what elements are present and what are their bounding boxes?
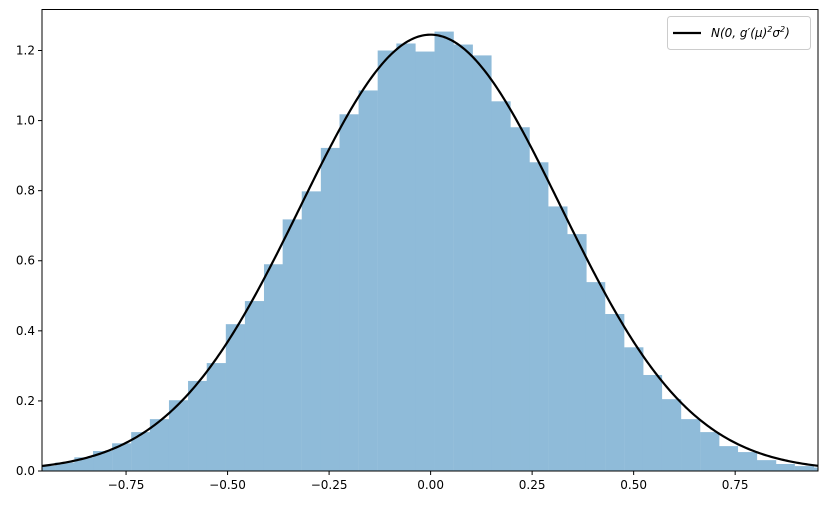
histogram-bar [529,162,549,471]
histogram-bar [396,43,416,471]
histogram-bar [718,446,739,471]
x-tick-label: 0.00 [417,478,444,492]
histogram-bar [434,31,454,472]
x-tick-label: 0.25 [519,478,546,492]
histogram-bar [282,219,302,471]
histogram-bar [642,374,663,471]
histogram-bar [55,462,75,471]
histogram-bar [358,90,378,471]
y-tick-label: 0.4 [16,324,35,338]
histogram-bar [491,101,511,471]
histogram-bar [453,44,473,472]
histogram-bar [206,363,226,471]
histogram-bar [510,127,530,471]
histogram-bars [42,31,819,472]
histogram-bar [661,399,682,471]
histogram-bar [624,347,644,471]
histogram-bar [377,50,397,471]
plot-frame [41,9,819,472]
x-tick-label: −0.75 [108,478,145,492]
histogram-bar [585,282,606,471]
histogram-bar [225,324,246,471]
histogram-bar [567,234,587,471]
histogram-bar [681,419,701,471]
y-axis: 0.0 0.2 0.4 0.6 0.8 1.0 1.2 [16,43,42,478]
x-tick-label: −0.50 [209,478,246,492]
y-tick-label: 0.2 [16,394,35,408]
legend: N(0, g′(μ)2σ2) [667,16,811,50]
density-curve [41,33,819,468]
y-tick-label: 0.0 [16,464,35,478]
histogram-bar [737,452,758,471]
y-tick-label: 0.8 [16,184,35,198]
histogram-bar [188,380,208,471]
y-tick-label: 0.6 [16,254,35,268]
histogram-bar [149,419,170,471]
x-tick-label: 0.50 [620,478,647,492]
histogram-bar [813,467,819,471]
x-tick-label: −0.25 [311,478,348,492]
histogram-bar [320,147,341,471]
histogram-bar [339,114,359,471]
histogram-bar [42,465,56,471]
histogram-bar [131,432,151,471]
x-axis: −0.75 −0.50 −0.25 0.00 0.25 0.50 0.75 [108,471,749,492]
histogram-bar [112,443,132,471]
histogram-bar [472,55,492,471]
histogram-bar [244,301,265,471]
histogram-bar [168,400,189,471]
histogram-bar [756,460,777,471]
histogram-bar [548,206,568,471]
histogram-bar [263,264,284,471]
legend-label: N(0, g′(μ)2σ2) [711,25,790,40]
histogram-bar [301,191,322,471]
histogram-bar [605,314,625,471]
histogram-bar [700,432,720,471]
histogram-bar [415,51,435,472]
histogram-bar [93,451,113,471]
legend-box [667,16,811,50]
histogram-bar [775,463,795,471]
histogram-bar [794,466,814,471]
y-tick-label: 1.2 [16,43,35,57]
x-tick-label: 0.75 [722,478,749,492]
y-tick-label: 1.0 [16,114,35,128]
